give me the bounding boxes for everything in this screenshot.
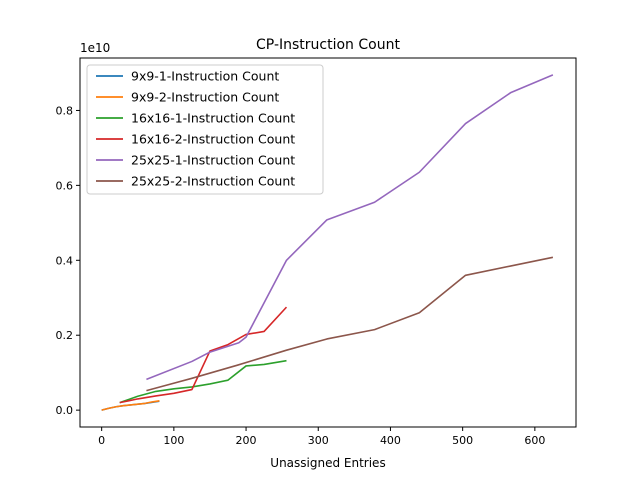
series-line-4	[119, 306, 288, 404]
x-tick-label: 500	[452, 434, 473, 447]
y-tick-label: 0.2	[56, 329, 74, 342]
x-tick-label: 300	[308, 434, 329, 447]
x-tick-label: 0	[98, 434, 105, 447]
x-axis-label: Unassigned Entries	[270, 456, 385, 470]
x-tick-label: 600	[524, 434, 545, 447]
series-line-6	[146, 256, 554, 392]
series-line-5	[146, 74, 554, 381]
plot-frame	[79, 57, 577, 428]
chart-title: CP-Instruction Count	[256, 37, 400, 53]
series-layer	[101, 74, 554, 411]
y-tick-label: 0.8	[56, 104, 74, 117]
axis-ticks: 0 100 200 300 400 500 600 0.0 0.2 0.4 0.6 0.8	[56, 104, 546, 447]
legend-box	[86, 64, 324, 195]
x-tick-label: 200	[236, 434, 257, 447]
y-tick-label: 0.4	[56, 254, 74, 267]
legend-label: 25x25-1-Instruction Count	[131, 153, 295, 168]
legend-label: 9x9-2-Instruction Count	[131, 90, 279, 105]
x-tick-label: 100	[163, 434, 184, 447]
legend-label: 16x16-2-Instruction Count	[131, 132, 295, 147]
series-line-3	[119, 359, 287, 404]
x-tick-label: 400	[380, 434, 401, 447]
y-scale-label: 1e10	[80, 41, 110, 55]
y-tick-label: 0.0	[56, 404, 74, 417]
legend-label: 9x9-1-Instruction Count	[131, 69, 279, 84]
series-line-2	[101, 399, 160, 411]
legend-label: 16x16-1-Instruction Count	[131, 111, 295, 126]
legend-label: 25x25-2-Instruction Count	[131, 174, 295, 189]
y-tick-label: 0.6	[56, 179, 74, 192]
legend: 9x9-1-Instruction Count 9x9-2-Instruction…	[86, 64, 324, 195]
